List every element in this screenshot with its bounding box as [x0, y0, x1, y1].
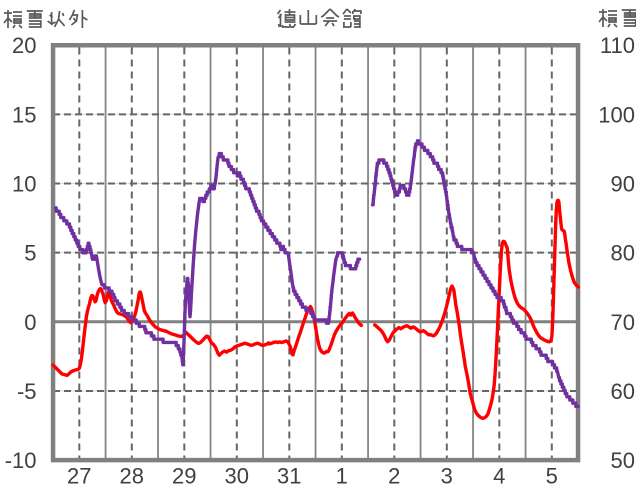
svg-text:4: 4 — [493, 464, 505, 489]
svg-text:28: 28 — [120, 464, 144, 489]
svg-text:1: 1 — [336, 464, 348, 489]
svg-text:5: 5 — [546, 464, 558, 489]
svg-text:70: 70 — [611, 310, 635, 335]
svg-text:90: 90 — [611, 172, 635, 197]
svg-text:100: 100 — [598, 102, 635, 127]
svg-text:30: 30 — [225, 464, 249, 489]
svg-text:-5: -5 — [17, 379, 37, 404]
svg-text:110: 110 — [600, 33, 635, 58]
svg-text:31: 31 — [277, 464, 301, 489]
svg-text:20: 20 — [12, 33, 36, 58]
svg-text:80: 80 — [611, 241, 635, 266]
svg-text:0: 0 — [24, 310, 36, 335]
svg-text:5: 5 — [24, 241, 36, 266]
svg-text:60: 60 — [611, 379, 635, 404]
svg-text:27: 27 — [67, 464, 91, 489]
svg-text:2: 2 — [388, 464, 400, 489]
svg-text:15: 15 — [12, 102, 36, 127]
svg-text:10: 10 — [12, 172, 36, 197]
svg-text:3: 3 — [441, 464, 453, 489]
svg-text:50: 50 — [611, 448, 635, 473]
svg-text:29: 29 — [172, 464, 196, 489]
svg-text:-10: -10 — [5, 448, 37, 473]
